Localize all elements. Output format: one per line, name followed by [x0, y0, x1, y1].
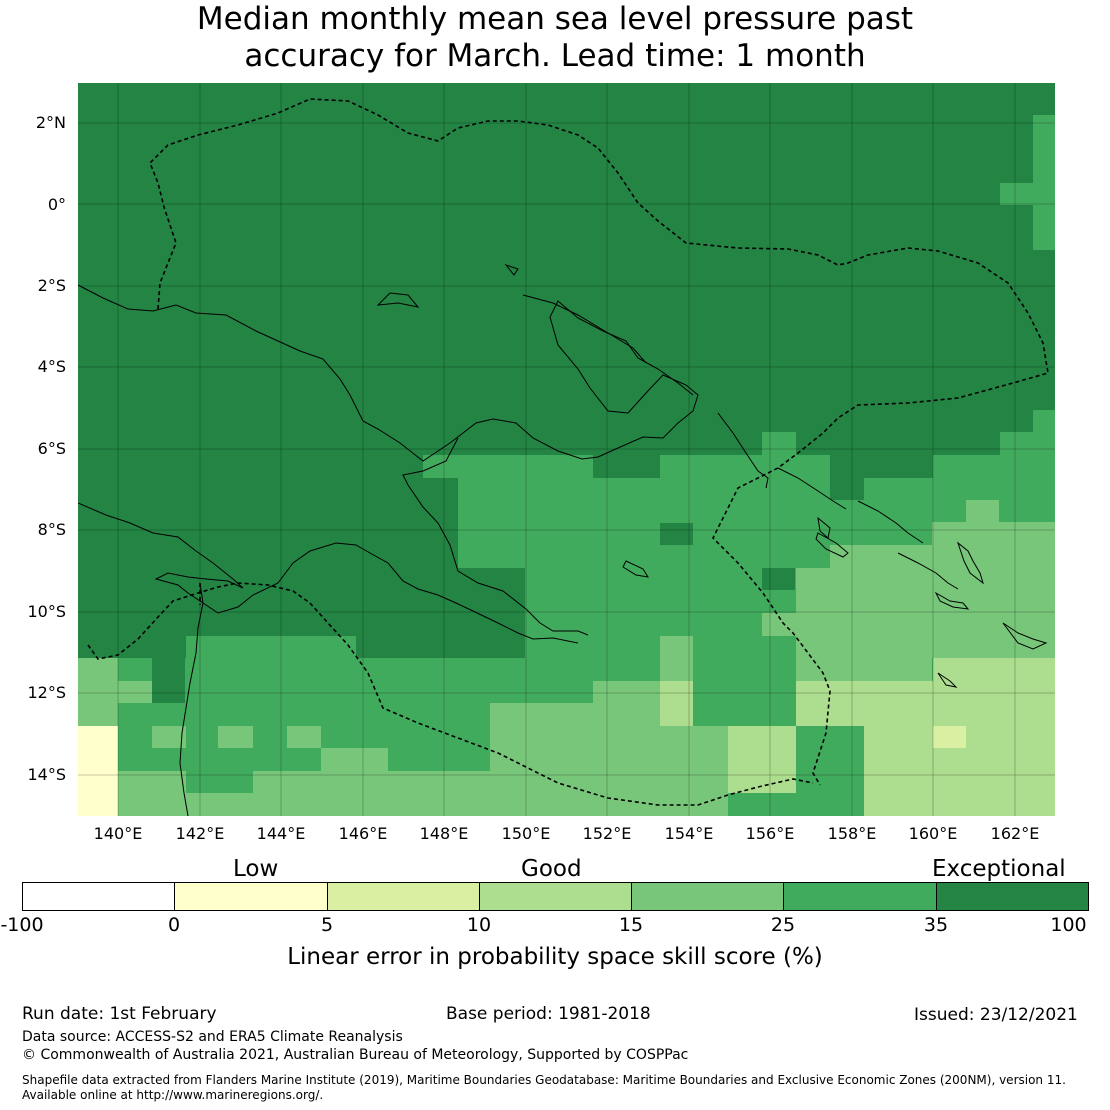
colorbar-segment-2 [174, 882, 327, 911]
issued-date: Issued: 23/12/2021 [914, 1005, 1078, 1025]
colorbar-tick-5: 5 [320, 914, 334, 936]
skill-score-map [78, 83, 1055, 816]
colorbar-tick-25: 25 [770, 914, 796, 936]
lat-label-8S: 8°S [37, 520, 66, 539]
colorbar-tick-35: 35 [923, 914, 949, 936]
colorbar-tick-minus100: -100 [0, 914, 44, 936]
category-good: Good [521, 856, 582, 882]
colorbar-tick-0: 0 [167, 914, 181, 936]
colorbar-tick-15: 15 [618, 914, 644, 936]
colorbar-segment-3 [327, 882, 479, 911]
lon-label-162E: 162°E [990, 824, 1040, 843]
lon-label-150E: 150°E [501, 824, 551, 843]
run-date: Run date: 1st February [22, 1004, 217, 1024]
shapefile-attribution-line-2: Available online at http://www.marinereg… [22, 1088, 324, 1102]
lat-label-10S: 10°S [27, 602, 66, 621]
lon-label-148E: 148°E [419, 824, 469, 843]
colorbar-segment-5 [631, 882, 783, 911]
lon-label-146E: 146°E [338, 824, 388, 843]
lon-label-158E: 158°E [827, 824, 877, 843]
copyright: © Commonwealth of Australia 2021, Austra… [22, 1047, 689, 1063]
data-source: Data source: ACCESS-S2 and ERA5 Climate … [22, 1029, 403, 1045]
lat-label-4S: 4°S [37, 357, 66, 376]
colorbar-title: Linear error in probability space skill … [287, 944, 823, 970]
low-skill-cell [933, 726, 966, 748]
base-period: Base period: 1981-2018 [446, 1004, 651, 1024]
colorbar-tick-100: 100 [1050, 914, 1087, 936]
lon-label-156E: 156°E [745, 824, 795, 843]
lon-label-154E: 154°E [664, 824, 714, 843]
maritime-boundaries [87, 98, 1049, 806]
lat-label-14S: 14°S [27, 765, 66, 784]
colorbar [22, 882, 1089, 911]
lat-label-12S: 12°S [27, 683, 66, 702]
lat-label-2S: 2°S [37, 276, 66, 295]
colorbar-segment-4 [479, 882, 631, 911]
very-low-skill-cell [78, 726, 118, 816]
map-gridlines [78, 83, 1055, 816]
coastlines [78, 263, 1048, 816]
lon-label-144E: 144°E [256, 824, 306, 843]
category-exceptional: Exceptional [932, 856, 1066, 882]
lon-label-140E: 140°E [93, 824, 143, 843]
lon-label-152E: 152°E [582, 824, 632, 843]
exceptional-patches [152, 523, 795, 703]
colorbar-tick-10: 10 [466, 914, 492, 936]
map-title-line-1: Median monthly mean sea level pressure p… [196, 1, 914, 37]
colorbar-segment-1 [22, 882, 174, 911]
category-low: Low [233, 856, 279, 882]
moderate-skill-cells [78, 500, 1055, 816]
shapefile-attribution-line-1: Shapefile data extracted from Flanders M… [22, 1073, 1066, 1087]
map-title-line-2: accuracy for March. Lead time: 1 month [244, 38, 866, 74]
lat-label-6S: 6°S [37, 439, 66, 458]
lat-label-2N: 2°N [35, 113, 66, 132]
colorbar-segment-6 [783, 882, 936, 911]
lat-label-0: 0° [47, 195, 66, 214]
lon-label-160E: 160°E [908, 824, 958, 843]
lon-label-142E: 142°E [175, 824, 225, 843]
colorbar-segment-7 [936, 882, 1089, 911]
